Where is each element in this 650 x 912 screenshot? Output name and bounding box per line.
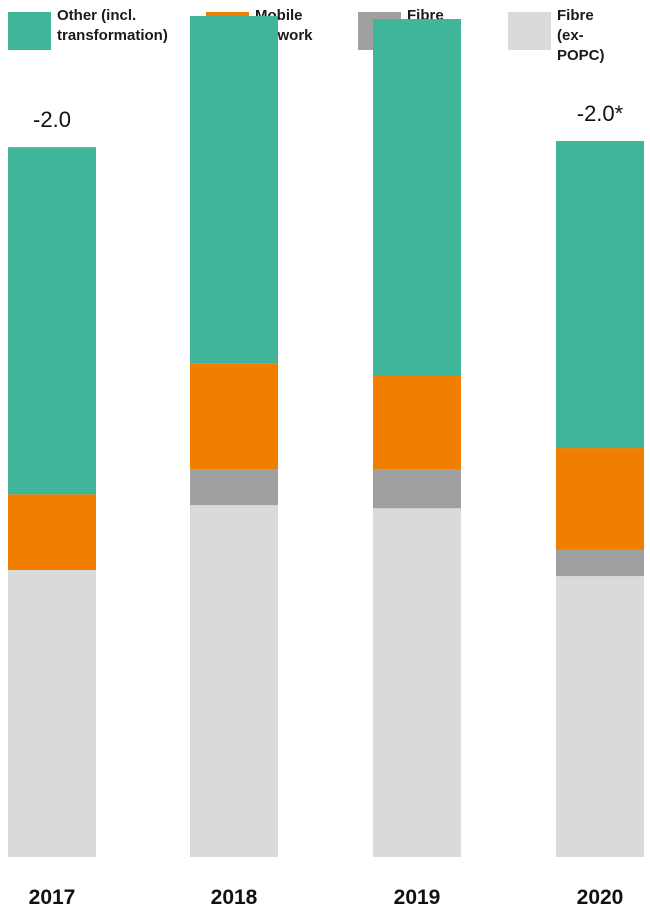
x-tick-label: 2017 [29, 886, 76, 909]
bar-segment [8, 147, 96, 495]
bar-segment [556, 549, 644, 577]
bar-total-label: -2.0* [577, 101, 624, 126]
bar-segment [373, 469, 461, 509]
bar-segment [8, 569, 96, 857]
bar-segment [556, 576, 644, 857]
bar-segment [190, 363, 278, 470]
x-tick-label: 2020 [577, 886, 624, 909]
bar-segment [373, 19, 461, 376]
x-tick-label: 2018 [211, 886, 258, 909]
bar-segment [8, 494, 96, 570]
bar-segment [190, 469, 278, 506]
legend-swatch [8, 12, 51, 50]
bar-segment [373, 508, 461, 857]
bar-total-label: 2.0 - 2.2 [194, 0, 275, 1]
bar-segment [190, 15, 278, 364]
legend-label: Fibre (ex-POPC) [557, 7, 605, 64]
bar-segment [373, 375, 461, 470]
bar-segment [556, 140, 644, 449]
bar-segment [190, 505, 278, 857]
bar-total-label: 2.0 - 2.2 [377, 0, 458, 4]
bar-total-label: -2.0 [33, 107, 71, 132]
bar-segment [556, 448, 644, 550]
x-tick-label: 2019 [394, 886, 441, 909]
legend-swatch [508, 12, 551, 50]
legend-label: Other (incl. transformation) [57, 7, 168, 44]
